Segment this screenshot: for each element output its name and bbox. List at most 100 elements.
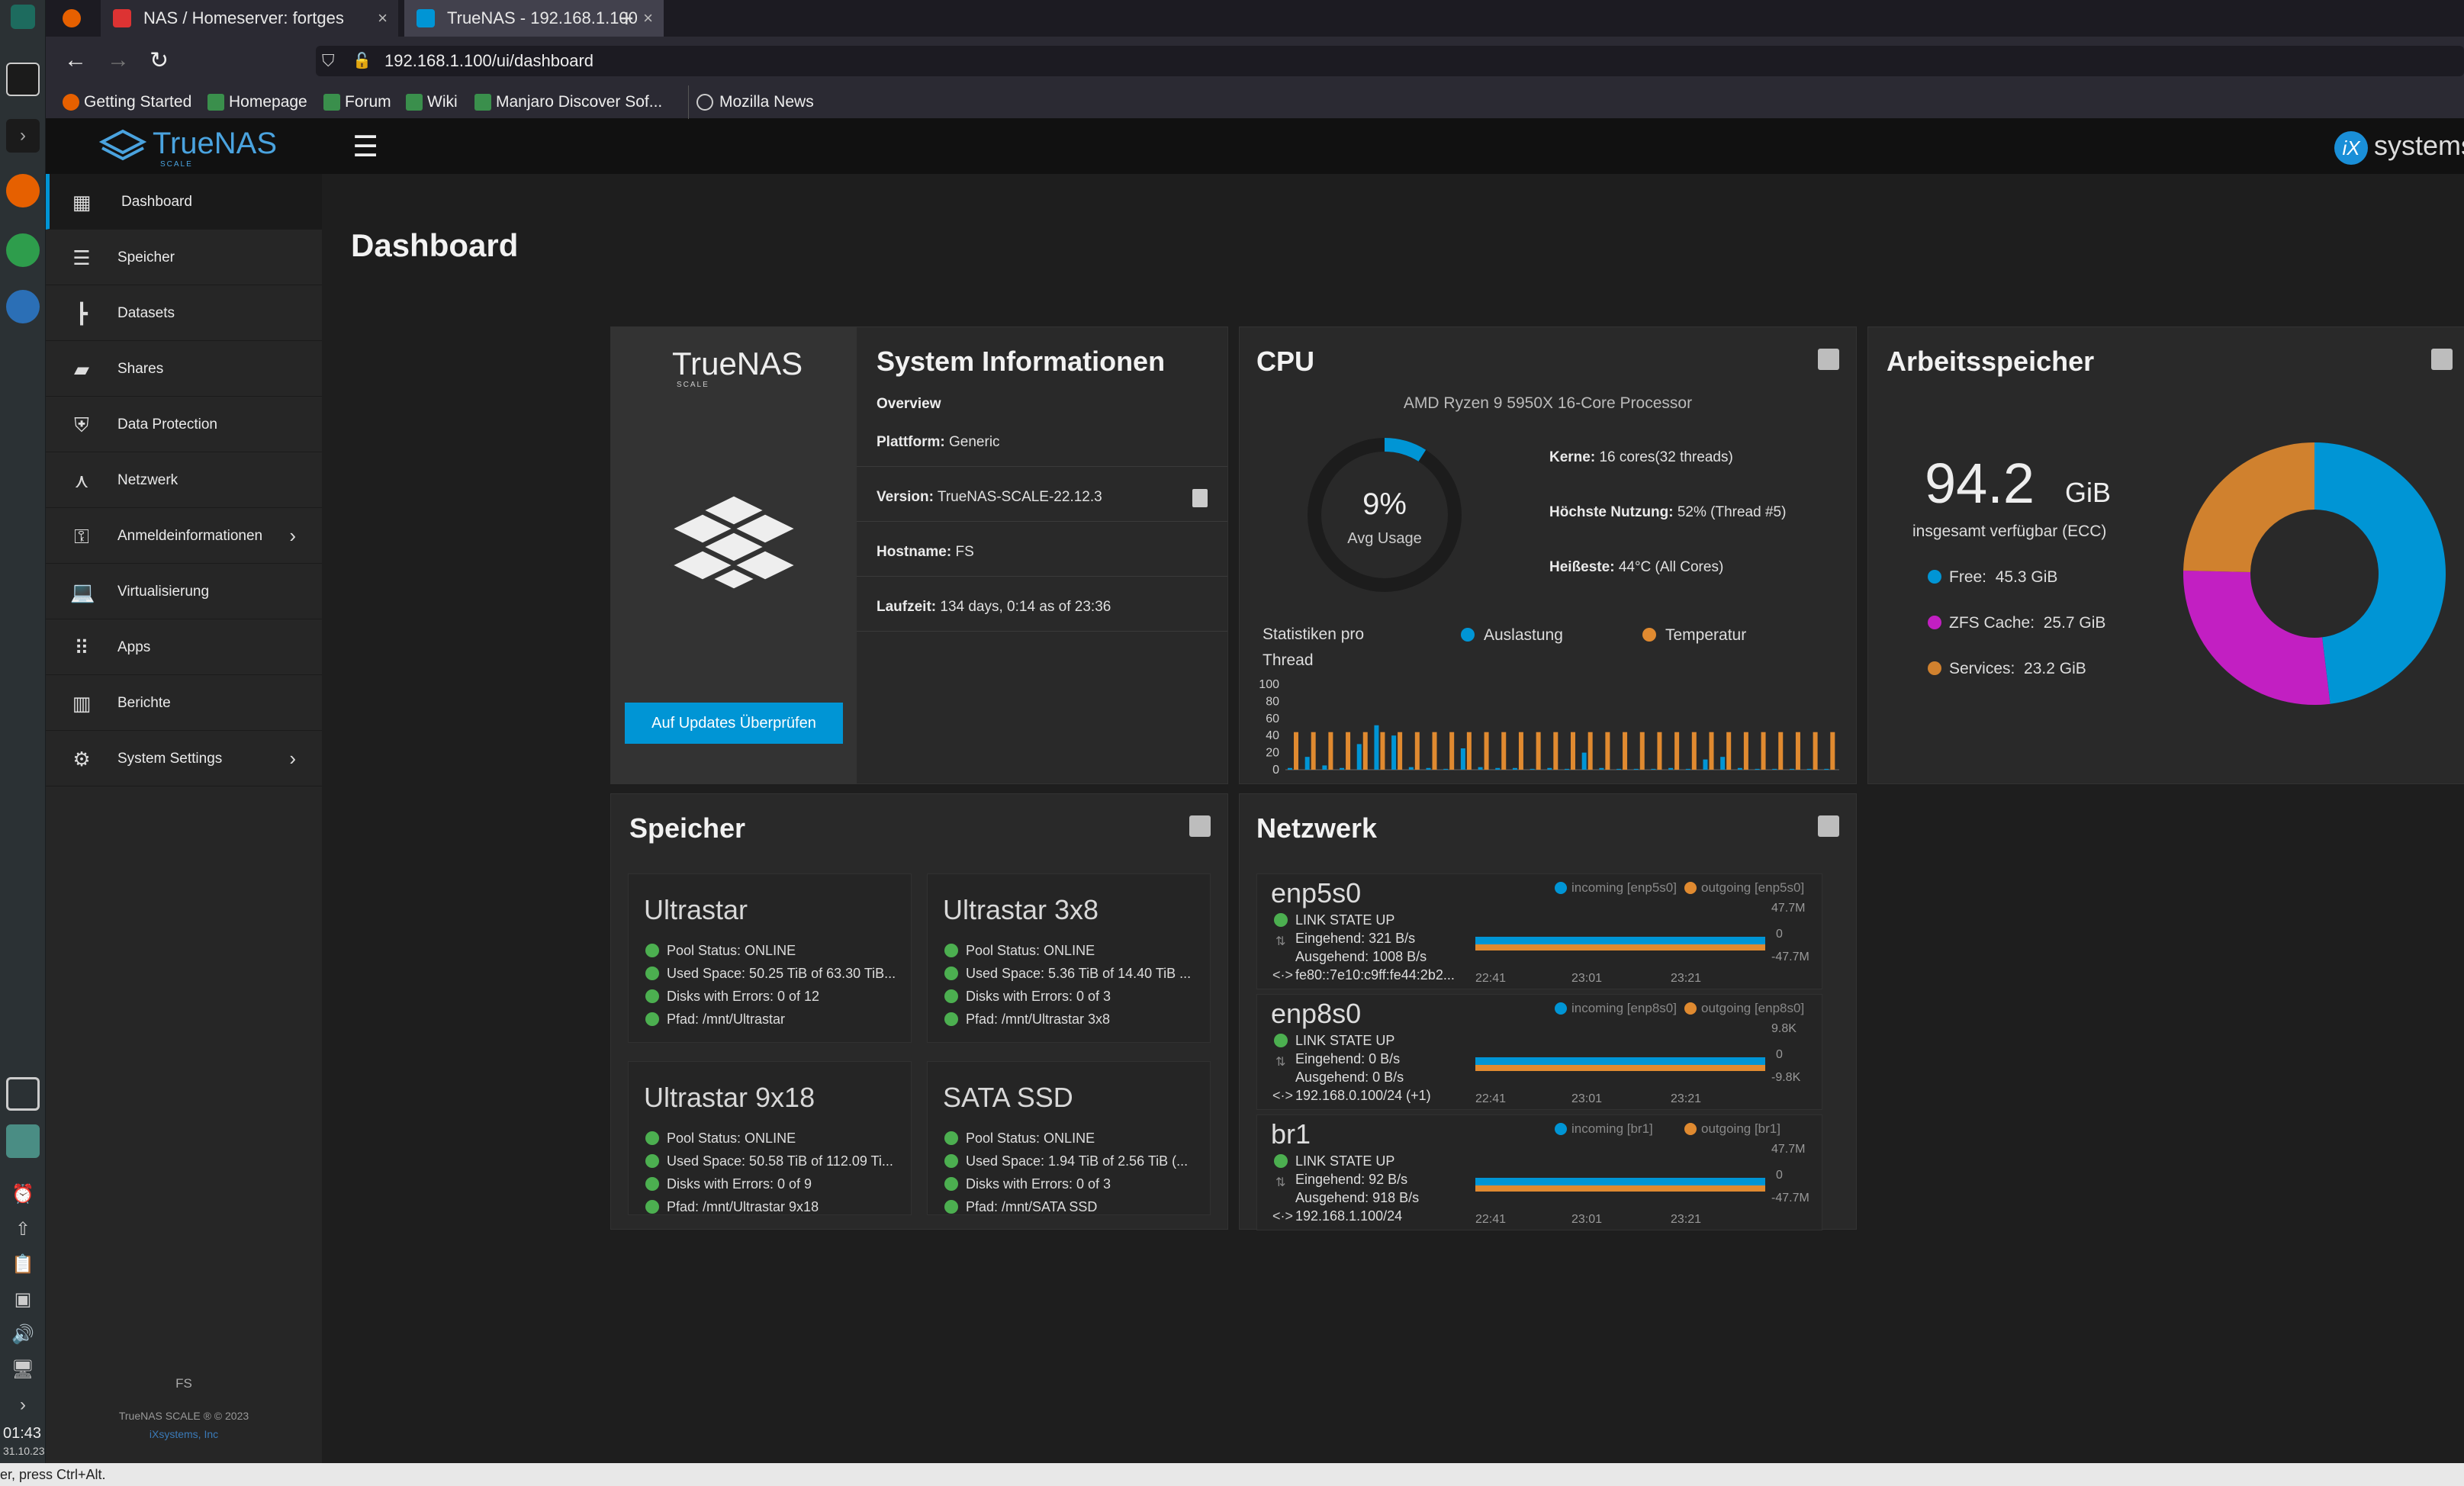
url-text[interactable]: 192.168.1.100/ui/dashboard [384,51,594,70]
pool-card-ultrastar-9x18[interactable]: Ultrastar 9x18 Pool Status: ONLINE Used … [628,1061,912,1215]
temperature-bar [1518,732,1523,770]
sidebar-item-anmeldeinformationen[interactable]: ⚿ Anmeldeinformationen › [46,508,322,564]
sidebar-item-dashboard[interactable]: ▦ Dashboard [46,174,322,230]
pool-status-text: Pool Status: ONLINE [667,1131,796,1146]
address-bar[interactable]: ⛉ 🔓 192.168.1.100/ui/dashboard [316,46,2464,76]
x-axis-tick: 22:41 [1475,1092,1507,1105]
interface-row-enp8s0[interactable]: enp8s0 incoming [enp8s0] outgoing [enp8s0]… [1256,994,1822,1110]
interface-name: enp5s0 [1271,877,1362,909]
bookmark-manjaro-discover[interactable]: Manjaro Discover Sof... [474,85,662,119]
clipboard-icon[interactable] [1192,489,1208,507]
bookmark-getting-started[interactable]: Getting Started [63,85,191,119]
sidebar-item-virtualisierung[interactable]: 💻 Virtualisierung [46,564,322,619]
temperature-bar [1362,732,1368,770]
temperature-bar [1484,732,1489,770]
manjaro-icon [207,94,224,111]
x-axis-tick: 23:01 [1571,1092,1603,1105]
sidebar-company-link[interactable]: iXsystems, Inc [149,1428,219,1440]
legend-swatch [1555,1123,1567,1135]
legend-usage: Auslastung [1461,626,1563,645]
download-icon[interactable] [6,233,40,267]
sidebar-item-speicher[interactable]: ☰ Speicher [46,230,322,285]
bookmark-wiki[interactable]: Wiki [406,85,458,119]
sidebar-item-netzwerk[interactable]: ⋏ Netzwerk [46,452,322,508]
divider [857,521,1227,522]
reports-icon[interactable] [1189,815,1211,837]
temperature-bar [1813,732,1818,770]
bookmark-label: Forum [345,93,391,111]
forward-icon[interactable]: → [107,47,130,72]
divider [857,576,1227,577]
cpu-usage-gauge [1308,438,1462,592]
sidebar: ▦ Dashboard ☰ Speicher ┣ Datasets ▰ Shares ⛨… [46,174,322,1463]
usage-bar [1374,725,1379,770]
close-icon[interactable]: × [643,8,653,27]
y-axis-bottom: -47.7M [1771,950,1809,963]
temperature-bar [1501,732,1507,770]
workspace-icon[interactable] [6,1124,40,1158]
check-updates-button[interactable]: Auf Updates Überprüfen [625,703,843,744]
legend-temperature: Temperatur [1642,626,1746,645]
volume-icon[interactable]: 🔊 [11,1324,34,1345]
usage-bar [1651,768,1656,770]
sidebar-item-label: Apps [117,639,151,655]
legend-outgoing-label: outgoing [enp8s0] [1701,1001,1805,1015]
manjaro-icon [406,94,423,111]
legend-outgoing-label: outgoing [br1] [1701,1121,1780,1136]
usb-icon[interactable]: ▣ [14,1289,32,1310]
sidebar-item-shares[interactable]: ▰ Shares [46,341,322,397]
reports-icon[interactable] [1818,349,1839,370]
back-icon[interactable]: ← [64,47,87,72]
legend-incoming-label: incoming [enp5s0] [1571,880,1677,895]
sidebar-item-berichte[interactable]: ▥ Berichte [46,675,322,731]
close-icon[interactable]: × [378,8,388,27]
alarm-icon[interactable]: ⏰ [11,1184,34,1205]
usage-bar [1340,767,1345,770]
network-title: Netzwerk [1256,812,1378,844]
hamburger-menu-icon[interactable]: ☰ [352,131,379,163]
desktop-icon[interactable] [6,1077,40,1111]
update-icon[interactable]: ⇧ [14,1219,31,1240]
sidebar-item-data-protection[interactable]: ⛨ Data Protection [46,397,322,452]
thunderbird-icon[interactable] [6,290,40,323]
manjaro-menu-icon[interactable] [11,5,35,29]
reports-icon[interactable] [1818,815,1839,837]
clipboard-icon[interactable]: 📋 [11,1254,34,1275]
chevron-right-icon[interactable]: › [6,119,40,153]
reports-icon[interactable] [2431,349,2453,370]
new-tab-button[interactable]: + [619,5,634,32]
chevron-right-icon[interactable]: › [20,1394,26,1415]
temperature-bar [1778,732,1784,770]
pool-card-ultrastar[interactable]: Ultrastar Pool Status: ONLINE Used Space… [628,873,912,1043]
usage-bar [1685,768,1690,770]
firefox-icon[interactable] [63,9,81,27]
reload-icon[interactable]: ↻ [150,48,169,73]
sidebar-item-apps[interactable]: ⠿ Apps [46,619,322,675]
shield-icon: ⛨ [74,413,89,436]
interface-row-br1[interactable]: br1 incoming [br1] outgoing [br1] LINK STAT… [1256,1114,1822,1230]
usage-bar [1824,768,1829,770]
terminal-icon[interactable] [6,63,40,96]
firefox-icon[interactable] [6,174,40,207]
outgoing-rate: Ausgehend: 1008 B/s [1295,949,1427,964]
legend-incoming: incoming [enp5s0] [1555,880,1677,896]
pool-card-ultrastar-3x8[interactable]: Ultrastar 3x8 Pool Status: ONLINE Used S… [927,873,1211,1043]
memory-slice-zfs-cache [2183,570,2331,705]
page-title: Dashboard [351,227,519,263]
sidebar-item-datasets[interactable]: ┣ Datasets [46,285,322,341]
tab-truenas[interactable]: TrueNAS - 192.168.1.100 × [404,0,664,37]
sidebar-item-system-settings[interactable]: ⚙ System Settings › [46,731,322,786]
pool-card-sata-ssd[interactable]: SATA SSD Pool Status: ONLINE Used Space:… [927,1061,1211,1215]
bookmark-forum[interactable]: Forum [323,85,391,119]
interface-row-enp5s0[interactable]: enp5s0 incoming [enp5s0] outgoing [enp5s0]… [1256,873,1822,989]
bookmark-homepage[interactable]: Homepage [207,85,307,119]
tab-nas-forum[interactable]: NAS / Homeserver: fortges × [101,0,398,37]
shield-icon[interactable]: ⛉ [322,51,335,70]
check-icon [645,944,659,957]
legend-swatch [1928,616,1941,629]
bookmark-mozilla-news[interactable]: Mozilla News [688,85,814,119]
display-icon[interactable]: 🖥 [11,1359,35,1380]
check-icon [645,1177,659,1191]
y-tick-label: 60 [1266,712,1279,725]
lock-icon[interactable]: 🔓 [352,53,372,69]
